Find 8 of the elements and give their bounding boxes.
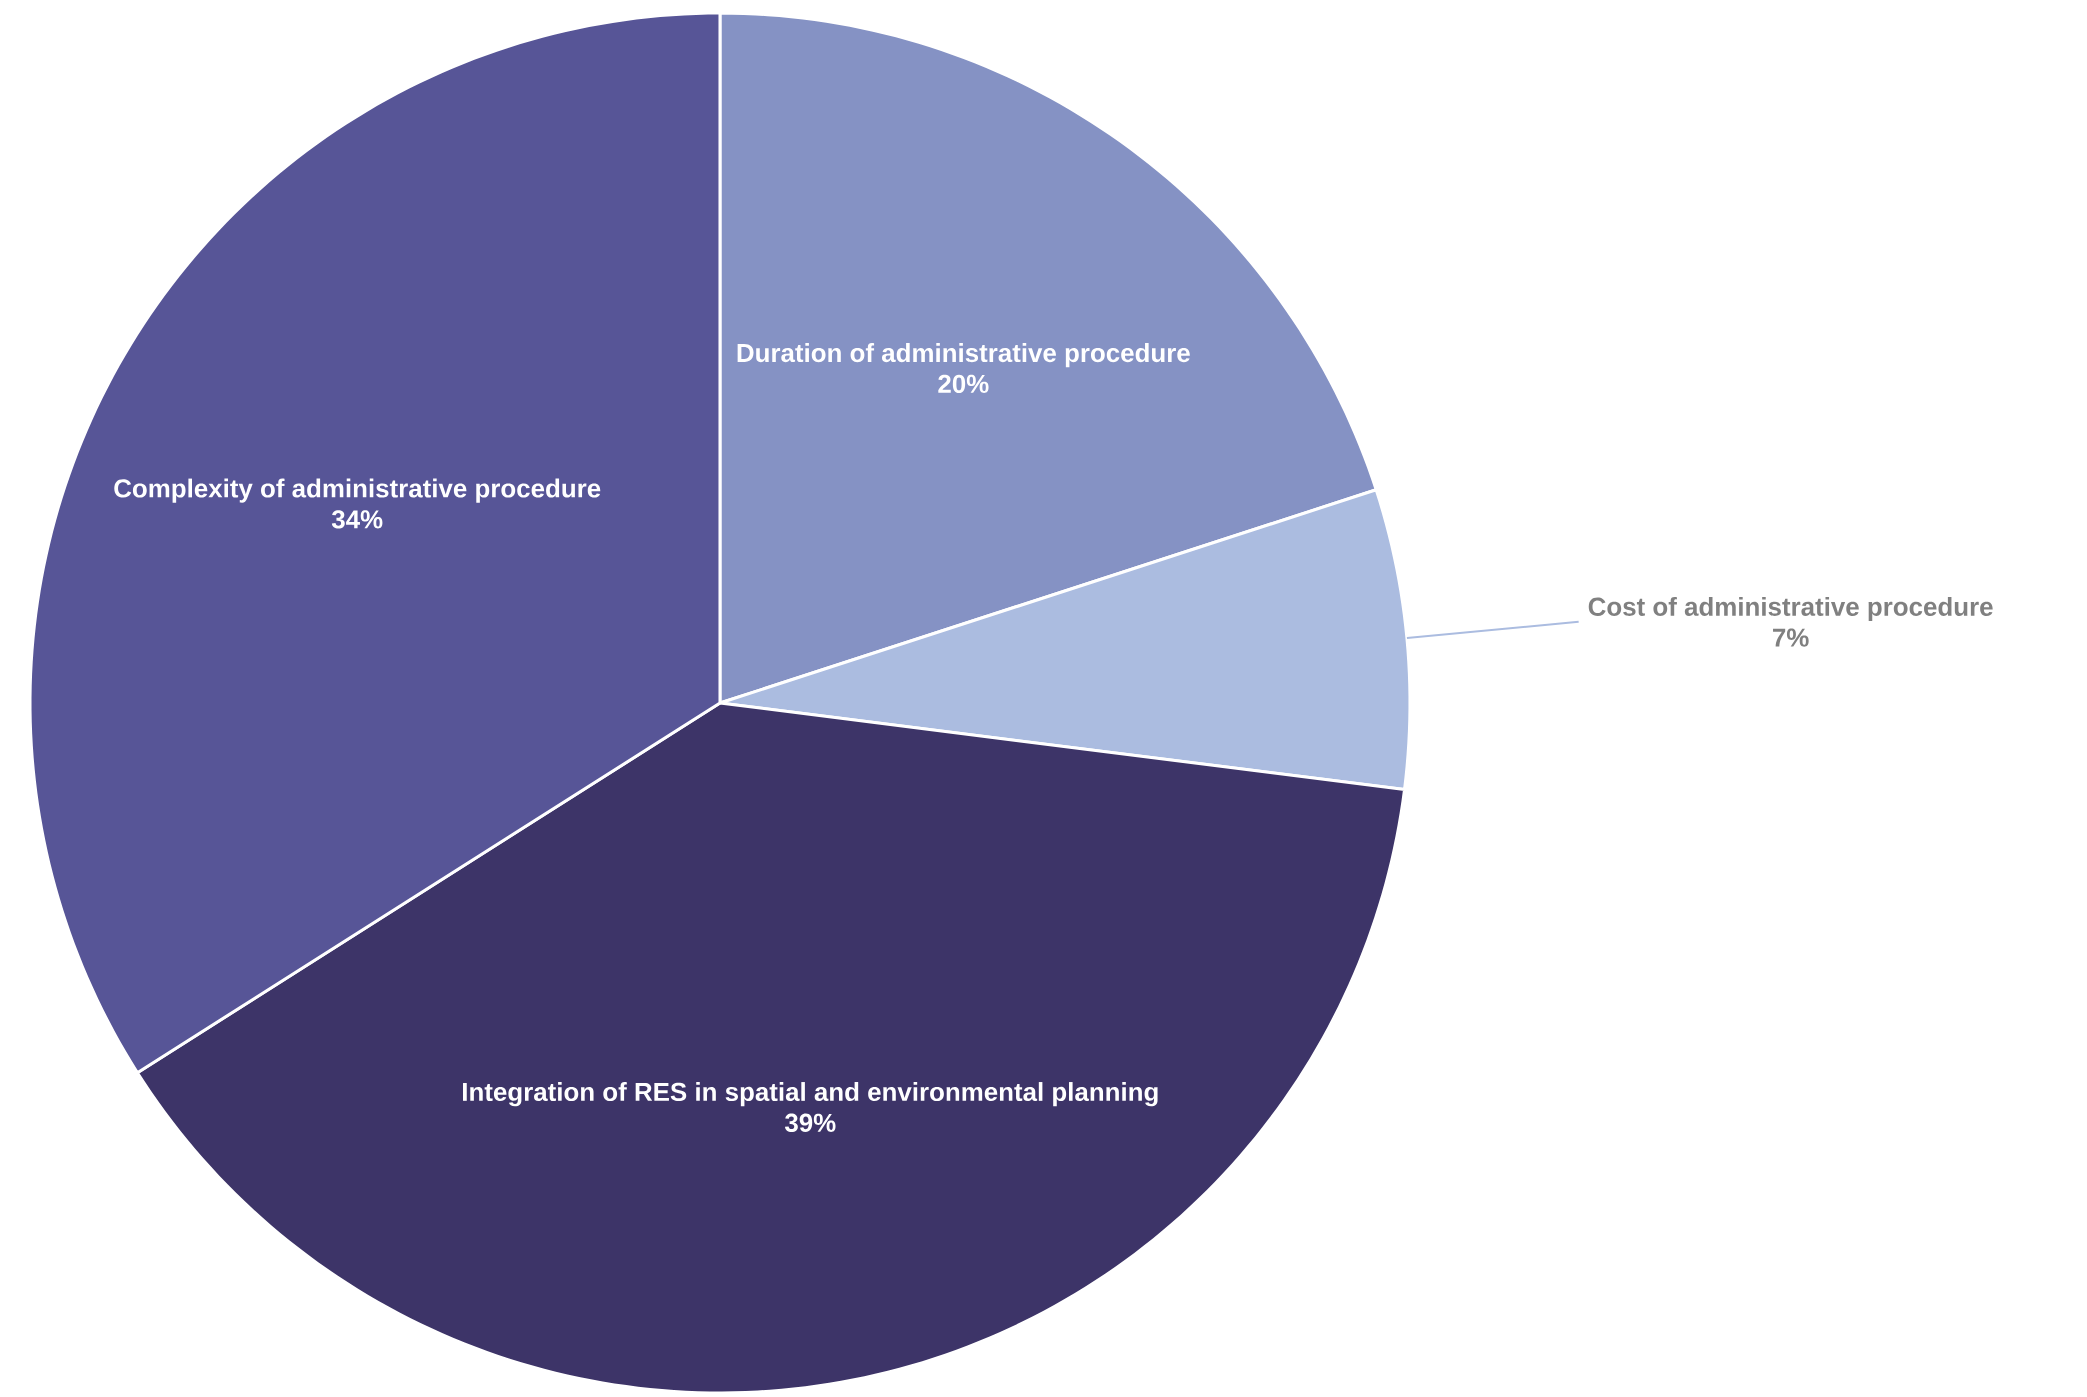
slice-label: Complexity of administrative procedure [114,478,601,503]
data-label: 39% [784,1113,836,1132]
slice-label: Duration of administrative procedure [737,343,1190,368]
slice-label: Cost of administrative procedure [1588,596,1993,622]
data-label: 20% [938,374,989,394]
data-label: 7% [1773,628,1809,647]
slice-label: Integration of RES in spatial and environmental planning [463,1082,1158,1107]
data-label: 34% [331,510,383,529]
